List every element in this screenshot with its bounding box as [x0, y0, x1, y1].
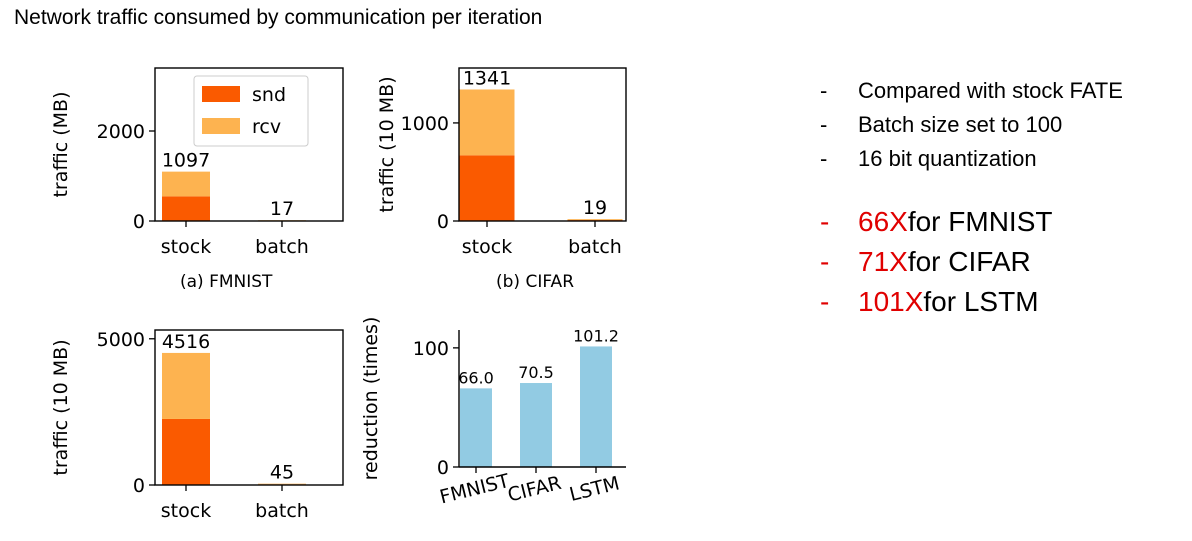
x-tick-label: LSTM — [567, 472, 621, 506]
plot-frame — [154, 67, 344, 222]
chart-panel-1 — [149, 67, 344, 227]
chart-panel-2 — [453, 67, 627, 227]
y-tick-label: 1000 — [401, 113, 449, 135]
bar-CIFAR — [520, 383, 552, 467]
plot-frame — [458, 67, 627, 222]
data-label: 70.5 — [518, 363, 554, 382]
bar-rcv-batch — [567, 219, 623, 221]
y-tick-label: 5000 — [97, 329, 145, 351]
data-label: 1341 — [463, 67, 511, 89]
y-tick-label: 0 — [133, 475, 145, 497]
data-label: 66.0 — [458, 368, 494, 387]
bullet-item: - Batch size set to 100 — [820, 108, 1123, 142]
y-axis-label: traffic (10 MB) — [376, 76, 398, 212]
plot-frame — [154, 329, 344, 486]
data-label: 45 — [270, 462, 294, 484]
legend-label-rcv: rcv — [252, 116, 281, 138]
x-tick-label: stock — [161, 500, 211, 522]
y-tick-label: 100 — [413, 338, 449, 360]
bullet-dash: - — [820, 78, 828, 103]
y-tick-label: 0 — [133, 211, 145, 233]
y-tick-label: 2000 — [97, 121, 145, 143]
bullet-dash: - — [820, 112, 828, 137]
legend-swatch-snd — [202, 86, 240, 102]
bar-FMNIST — [460, 388, 492, 467]
chart-panel-4 — [453, 330, 626, 473]
bullet-item: -101X for LSTM — [820, 282, 1123, 322]
bar-snd-stock — [459, 155, 515, 221]
bullet-dash: - — [820, 286, 830, 317]
bullet-dash: - — [820, 146, 828, 171]
x-tick-label: batch — [255, 500, 309, 522]
y-tick-label: 0 — [437, 457, 449, 479]
chart-panel-3 — [149, 329, 344, 491]
y-axis-label: traffic (10 MB) — [50, 339, 72, 475]
y-tick-label: 0 — [437, 211, 449, 233]
bullet-item: -66X for FMNIST — [820, 202, 1123, 242]
data-label: 17 — [270, 198, 294, 220]
x-tick-label: batch — [568, 236, 622, 258]
bullet-item: - 16 bit quantization — [820, 142, 1123, 176]
bullet-item: -71X for CIFAR — [820, 242, 1123, 282]
data-label: 19 — [583, 197, 607, 219]
bullet-text: Batch size set to 100 — [858, 112, 1063, 137]
chart-caption: (b) CIFAR — [496, 272, 574, 292]
highlight-value: 71X — [858, 246, 908, 277]
x-tick-label: CIFAR — [506, 472, 564, 506]
bullet-text: Compared with stock FATE — [858, 78, 1123, 103]
bullet-dash: - — [820, 206, 830, 237]
x-tick-label: stock — [161, 236, 211, 258]
bar-LSTM — [580, 346, 612, 467]
legend-swatch-rcv — [202, 118, 240, 134]
x-tick-label: batch — [255, 236, 309, 258]
bar-rcv-batch — [258, 483, 306, 485]
bar-rcv-stock — [459, 89, 515, 156]
data-label: 101.2 — [573, 326, 619, 345]
bullet-dash: - — [820, 246, 830, 277]
legend-label-snd: snd — [252, 84, 286, 106]
y-axis-label: reduction (times) — [360, 317, 382, 481]
x-tick-label: stock — [462, 236, 512, 258]
bar-snd-stock — [162, 196, 210, 221]
highlight-value: 101X — [858, 286, 924, 317]
chart-caption: (a) FMNIST — [180, 272, 273, 292]
data-label: 4516 — [162, 331, 210, 353]
bar-rcv-stock — [162, 352, 210, 419]
y-axis-label: traffic (MB) — [50, 91, 72, 197]
bar-snd-stock — [162, 418, 210, 485]
bullet-text: 16 bit quantization — [858, 146, 1037, 171]
bullet-text: for FMNIST — [907, 206, 1053, 237]
highlight-value: 66X — [858, 206, 908, 237]
bullet-text: for CIFAR — [907, 246, 1031, 277]
slide-title: Network traffic consumed by communicatio… — [14, 6, 543, 29]
bullet-list: - Compared with stock FATE - Batch size se… — [820, 74, 1123, 322]
bullet-text: for LSTM — [923, 286, 1039, 317]
bullet-item: - Compared with stock FATE — [820, 74, 1123, 108]
bar-rcv-stock — [162, 171, 210, 197]
data-label: 1097 — [162, 150, 210, 172]
